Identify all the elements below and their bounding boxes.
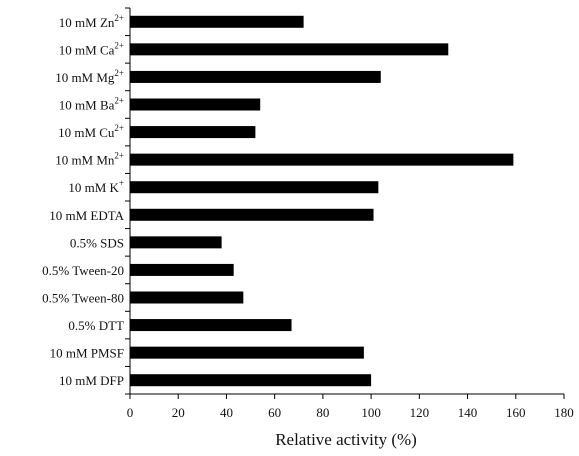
bar <box>130 181 379 194</box>
category-label: 0.5% Tween-80 <box>42 291 124 306</box>
x-tick-label: 60 <box>268 405 281 420</box>
category-label: 10 mM Zn2+ <box>59 13 124 30</box>
category-label: 10 mM EDTA <box>49 208 124 223</box>
x-tick-label: 80 <box>316 405 329 420</box>
category-label: 0.5% SDS <box>70 235 124 250</box>
category-label: 10 mM PMSF <box>50 346 124 361</box>
category-label: 10 mM DFP <box>59 373 124 388</box>
category-label: 0.5% DTT <box>68 318 124 333</box>
bar <box>130 208 374 221</box>
bar <box>130 374 372 387</box>
bar <box>130 319 292 332</box>
category-label: 10 mM Cu2+ <box>58 123 124 140</box>
bar <box>130 291 244 304</box>
category-label: 10 mM K+ <box>68 178 124 195</box>
x-axis-title: Relative activity (%) <box>275 430 417 449</box>
bar <box>130 43 449 56</box>
category-label: 10 mM Ca2+ <box>59 40 124 57</box>
bar <box>130 98 261 111</box>
bar <box>130 70 381 83</box>
category-label: 10 mM Mn2+ <box>55 151 124 168</box>
category-label: 10 mM Mg2+ <box>55 68 124 85</box>
plot-area: 0 20 40 60 80 100 120 140 160 180 10 mM Zn2+ 10 mM … <box>42 7 574 420</box>
category-label: 0.5% Tween-20 <box>42 263 124 278</box>
x-tick-label: 180 <box>554 405 574 420</box>
bar <box>130 15 304 28</box>
bar <box>130 346 364 359</box>
category-label: 10 mM Ba2+ <box>59 96 124 113</box>
bar <box>130 263 234 276</box>
x-tick-label: 120 <box>410 405 430 420</box>
x-tick-label: 140 <box>458 405 478 420</box>
x-tick-label: 160 <box>506 405 526 420</box>
x-tick-label: 40 <box>220 405 233 420</box>
x-tick-label: 20 <box>172 405 185 420</box>
x-tick-label: 100 <box>361 405 381 420</box>
bar <box>130 153 514 166</box>
x-tick-label: 0 <box>127 405 134 420</box>
bar <box>130 126 256 139</box>
bar <box>130 236 222 249</box>
